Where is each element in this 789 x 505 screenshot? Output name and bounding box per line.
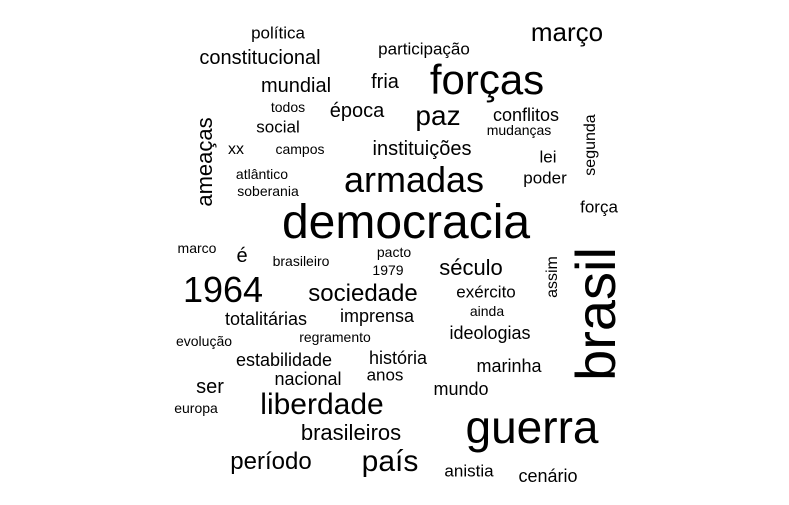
word-epoca: época xyxy=(329,100,385,122)
word-xx: xx xyxy=(228,141,244,158)
word-mundial: mundial xyxy=(260,75,332,97)
word-europa: europa xyxy=(174,400,218,416)
word-ideologias: ideologias xyxy=(449,323,531,343)
word-regramento: regramento xyxy=(299,329,371,345)
word-mudancas: mudanças xyxy=(486,122,552,138)
word-brasil: brasil xyxy=(564,247,627,381)
word-1979: 1979 xyxy=(372,262,404,278)
word-totalitarias: totalitárias xyxy=(224,309,308,329)
word-estabilidade: estabilidade xyxy=(235,350,333,370)
word-forcas: forças xyxy=(429,56,545,103)
word-constitucional: constitucional xyxy=(199,47,321,69)
word-ser: ser xyxy=(196,376,224,398)
word-evolucao: evolução xyxy=(175,333,233,349)
word-fria: fria xyxy=(371,71,399,93)
word-anistia: anistia xyxy=(444,461,494,481)
word-instituicoes: instituições xyxy=(372,138,472,160)
word-sociedade: sociedade xyxy=(308,280,418,307)
word-democracia: democracia xyxy=(281,196,531,249)
word-poder: poder xyxy=(523,168,567,188)
word-social: social xyxy=(256,117,300,137)
word-pais: país xyxy=(361,445,419,478)
word-nacional: nacional xyxy=(274,369,342,389)
word-marco-title: março xyxy=(530,17,604,47)
word-historia: história xyxy=(368,348,428,368)
word-1964: 1964 xyxy=(182,269,264,310)
word-exercito: exército xyxy=(456,282,516,302)
word-armadas: armadas xyxy=(343,159,485,200)
word-anos: anos xyxy=(366,365,404,385)
word-e: é xyxy=(236,245,248,267)
word-participacao: participação xyxy=(378,39,470,59)
word-atlantico: atlântico xyxy=(235,166,289,182)
word-forca: força xyxy=(580,197,618,217)
word-politica: política xyxy=(251,23,305,43)
word-lei: lei xyxy=(539,147,557,167)
word-assim: assim xyxy=(544,256,561,298)
word-mundo: mundo xyxy=(433,379,489,399)
word-brasileiro: brasileiro xyxy=(272,253,330,269)
word-liberdade: liberdade xyxy=(260,388,384,421)
word-soberania: soberania xyxy=(237,183,299,199)
word-ameacas: ameaças xyxy=(192,117,217,207)
word-cenario: cenário xyxy=(518,466,578,486)
word-ainda: ainda xyxy=(469,303,505,319)
word-todos: todos xyxy=(270,99,306,115)
word-segunda: segunda xyxy=(582,114,599,176)
word-guerra: guerra xyxy=(465,401,599,453)
word-marco: marco xyxy=(177,240,217,256)
word-pacto: pacto xyxy=(376,244,412,260)
word-paz: paz xyxy=(415,100,461,131)
word-imprensa: imprensa xyxy=(339,306,415,326)
word-campos: campos xyxy=(275,141,325,157)
word-periodo: período xyxy=(230,448,312,475)
word-brasileiros: brasileiros xyxy=(300,420,402,445)
word-seculo: século xyxy=(439,255,503,280)
word-conflitos: conflitos xyxy=(492,105,560,125)
word-marinha: marinha xyxy=(476,356,542,376)
